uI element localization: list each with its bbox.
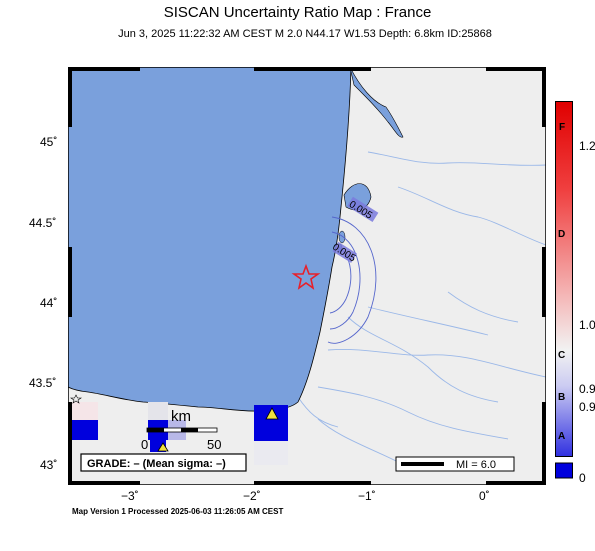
epicenter-star[interactable]	[291, 263, 321, 290]
lon-label: −2˚	[243, 489, 261, 503]
colorbar-value: 0.9	[579, 400, 595, 414]
lat-label: 43.5˚	[29, 376, 57, 390]
lat-label: 43˚	[40, 458, 58, 472]
lake	[338, 230, 346, 244]
lat-label: 44˚	[40, 296, 58, 310]
station-marker	[70, 394, 82, 404]
colorbar	[555, 101, 573, 479]
map-title: SISCAN Uncertainty Ratio Map : France	[163, 4, 432, 21]
colorbar-value: 1.2	[579, 139, 595, 153]
svg-text:0: 0	[141, 437, 148, 452]
colorbar-letter: D	[558, 229, 566, 240]
svg-text:50: 50	[207, 437, 221, 452]
ocean-area	[68, 67, 352, 412]
colorbar-value: 1.0	[579, 318, 595, 332]
station-marker[interactable]	[157, 442, 169, 452]
colorbar-value: 0.9	[579, 382, 595, 396]
processing-note: Map Version 1 Processed 2025-06-03 11:26…	[72, 507, 284, 516]
colorbar-value: 0	[579, 471, 586, 485]
lat-label: 44.5˚	[29, 216, 57, 230]
lon-label: −1˚	[358, 489, 376, 503]
colorbar-letter: C	[558, 350, 566, 361]
uncertainty-map[interactable]: 0.005 0.005 km 0 50 GRADE: – (Mean sigma…	[68, 67, 546, 485]
mi-legend: MI = 6.0	[395, 456, 515, 472]
estuary	[349, 67, 404, 138]
map-frame	[68, 67, 546, 485]
colorbar-letter: B	[558, 392, 566, 403]
svg-text:MI = 6.0: MI = 6.0	[456, 459, 496, 471]
svg-text:km: km	[171, 408, 191, 425]
colorbar-letter: A	[558, 431, 566, 442]
station-marker[interactable]	[265, 407, 279, 420]
svg-text:GRADE: – (Mean sigma: –): GRADE: – (Mean sigma: –)	[87, 458, 226, 470]
rivers	[297, 151, 546, 463]
grade-box: GRADE: – (Mean sigma: –)	[80, 453, 247, 472]
event-summary: Jun 3, 2025 11:22:32 AM CEST M 2.0 N44.1…	[118, 28, 492, 40]
lon-label: 0˚	[479, 489, 490, 503]
colorbar-letter: F	[559, 122, 566, 133]
lat-label: 45˚	[40, 135, 58, 149]
lon-label: −3˚	[121, 489, 139, 503]
scale-bar: km 0 50	[141, 408, 221, 452]
